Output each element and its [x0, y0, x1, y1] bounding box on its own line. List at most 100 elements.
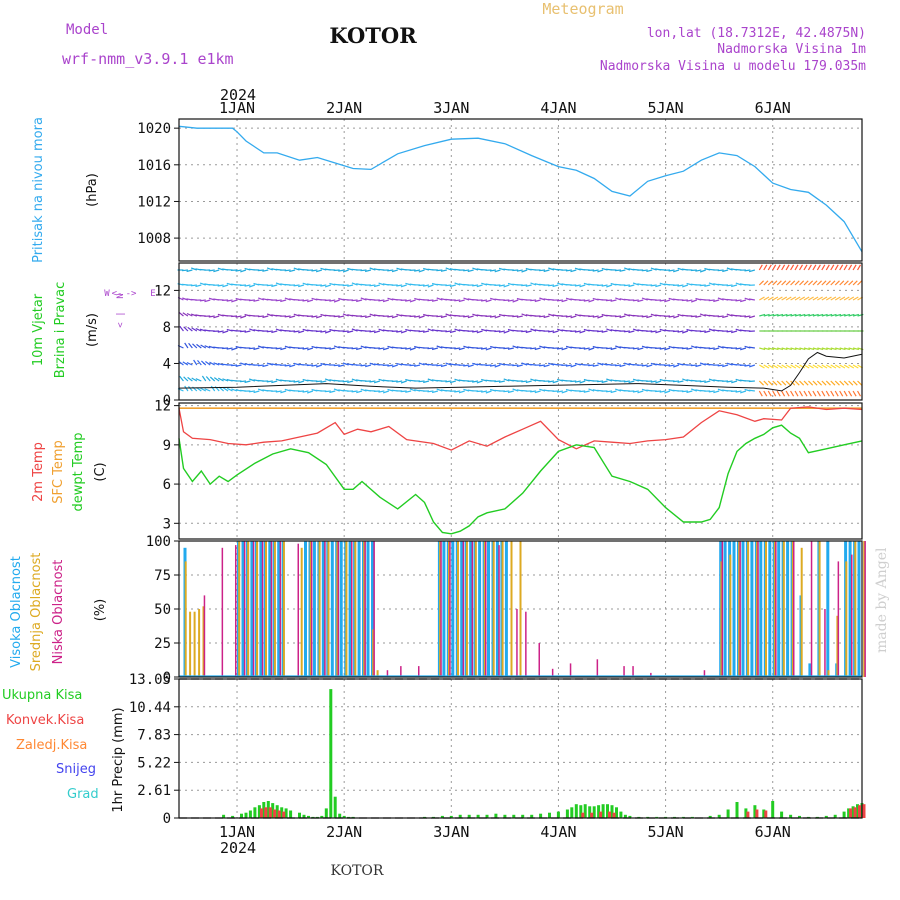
wind-barb — [816, 264, 821, 271]
precip-bar — [717, 814, 721, 818]
cloud-bar — [250, 541, 254, 677]
cloud-bar — [777, 541, 781, 677]
y-tick-label: 9 — [163, 438, 171, 454]
wind-barb — [759, 313, 766, 317]
cloud-bar — [808, 663, 812, 677]
wind-barb — [503, 330, 510, 334]
wind-barb — [758, 380, 765, 386]
wind-barb — [440, 315, 447, 319]
wind-barb — [351, 282, 358, 286]
wind-barb — [808, 313, 815, 317]
y-tick-label: 4 — [163, 356, 171, 372]
wind-barb — [387, 269, 394, 272]
wind-barb — [315, 364, 323, 368]
wind-barb — [664, 299, 671, 303]
wind-barb — [790, 390, 795, 397]
wind-barb — [759, 364, 765, 369]
cloud-bar — [516, 609, 518, 677]
cloud-bar — [471, 541, 474, 677]
wind-barb — [763, 364, 770, 369]
wind-barb — [289, 364, 296, 368]
wind-barb — [668, 315, 675, 318]
wind-barb — [293, 267, 300, 271]
wind-barb — [821, 380, 827, 386]
wind-barb — [672, 330, 680, 333]
wind-barb — [197, 360, 202, 366]
wind-barb — [821, 313, 828, 317]
wind-barb — [503, 378, 510, 382]
wind-barb — [199, 282, 206, 286]
cloud-bar — [184, 561, 187, 677]
wind-barb — [481, 299, 488, 302]
cloud-bar — [449, 541, 451, 677]
wind-barb — [592, 315, 599, 318]
wind-barb — [677, 284, 684, 287]
wind-barb — [539, 388, 546, 392]
wind-barb — [641, 297, 648, 301]
wind-barb — [378, 282, 385, 286]
wind-barb — [646, 269, 653, 273]
cloud-bar — [321, 541, 325, 677]
precip-bar — [753, 805, 757, 818]
svg-text:|: | — [116, 311, 126, 316]
wind-barb — [498, 330, 505, 333]
wind-barb — [686, 347, 693, 350]
wind-barb — [825, 296, 832, 301]
precip-bar — [548, 812, 551, 818]
precip-bar — [494, 813, 498, 818]
cloud-bar — [300, 547, 303, 677]
wind-barb — [342, 269, 349, 273]
wind-barb — [547, 284, 555, 287]
wind-barb — [489, 315, 497, 318]
cloud-bar — [439, 541, 442, 677]
wind-barb — [785, 280, 791, 286]
wind-barb — [848, 364, 855, 369]
wind-barb — [772, 296, 779, 301]
cloud-bar — [837, 561, 840, 677]
wind-barb — [231, 299, 238, 303]
wind-barb — [436, 315, 443, 318]
wind-barb — [852, 280, 858, 286]
wind-barb — [365, 315, 372, 319]
wind-barb — [677, 330, 684, 333]
precip-bar — [581, 812, 585, 818]
wind-barb — [848, 264, 853, 271]
wind-barb — [525, 380, 532, 384]
wind-barb — [235, 269, 242, 272]
wind-barb — [597, 315, 604, 319]
wind-barb — [369, 313, 376, 317]
y-tick-label: 13.05 — [129, 672, 171, 688]
wind-barb — [830, 280, 836, 286]
cloud-bar — [279, 541, 282, 677]
cloud-bar — [632, 666, 634, 677]
wind-barb — [418, 284, 425, 287]
wind-barb — [785, 264, 790, 271]
wind-barb — [557, 328, 564, 332]
wind-barb — [436, 388, 443, 392]
precip-bar — [735, 802, 739, 818]
wind-barb — [182, 361, 189, 366]
wind-barb — [758, 390, 763, 397]
cloud-bar — [324, 541, 326, 677]
wind-barb — [650, 267, 657, 271]
cloud-bar — [765, 541, 767, 677]
wind-barb — [262, 364, 269, 368]
cloud-bar — [457, 541, 459, 677]
wind-barb — [445, 330, 452, 333]
wind-barb — [222, 378, 229, 382]
wind-barb — [266, 267, 273, 271]
cloud-bar — [440, 541, 442, 677]
precip-bar — [244, 812, 248, 818]
wind-barb — [767, 380, 773, 386]
day-label-top: 2JAN — [326, 99, 362, 117]
wind-barb — [302, 282, 309, 286]
wind-barb — [306, 364, 313, 367]
wind-barb — [641, 345, 648, 349]
cloud-bar — [485, 541, 487, 677]
wind-barb — [772, 264, 777, 271]
wind-barb — [239, 380, 247, 383]
wind-barb — [196, 343, 202, 349]
cloud-bar — [836, 615, 839, 677]
wind-barb — [179, 375, 184, 382]
y-tick-label: 5.22 — [137, 755, 171, 771]
